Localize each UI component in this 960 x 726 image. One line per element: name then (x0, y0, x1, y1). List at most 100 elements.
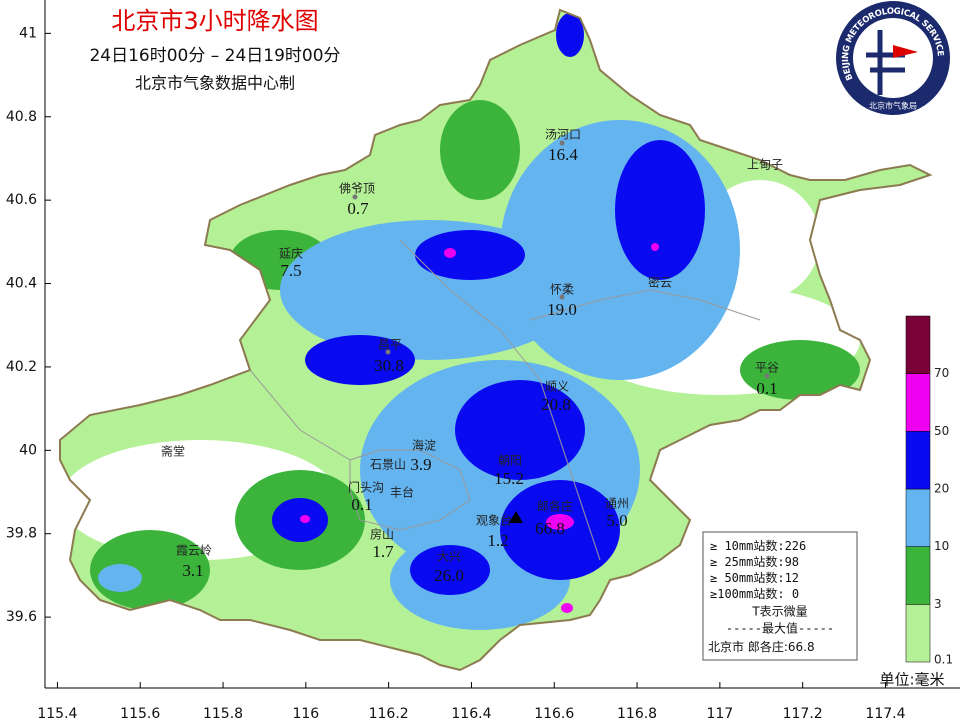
stat-max-title: -----最大值----- (726, 621, 834, 636)
station-value: 1.2 (487, 531, 508, 550)
station-name: 朝阳 (498, 454, 522, 468)
x-tick-label: 116.2 (369, 706, 409, 722)
station-name: 延庆 (279, 247, 303, 261)
color-bin (905, 315, 931, 374)
station-value: 1.7 (372, 542, 394, 561)
station-name: 佛爷顶 (339, 182, 375, 196)
y-tick-label: 41 (19, 25, 37, 41)
period: 24日16时00分 – 24日19时00分 (89, 46, 340, 66)
stat-note: T表示微量 (751, 605, 807, 619)
station-value: 7.5 (280, 261, 301, 280)
color-bin (905, 604, 931, 663)
station-name: 汤河口 (545, 128, 581, 142)
station-name: 通州 (605, 497, 629, 511)
stats-box: ≥ 10mm站数:226≥ 25mm站数:98≥ 50mm站数:12≥100mm… (702, 531, 858, 661)
stat-line: ≥ 10mm站数:226 (710, 538, 806, 553)
x-tick-label: 116.4 (451, 706, 491, 722)
x-tick-label: 116.6 (534, 706, 574, 722)
x-tick-label: 117.2 (783, 706, 823, 722)
station-name: 石景山 (370, 458, 406, 472)
stat-count: 0 (792, 587, 799, 601)
color-bin (905, 488, 931, 547)
level-label: 10 (934, 539, 949, 553)
station-value: 5.0 (606, 511, 627, 530)
color-bin (905, 373, 931, 432)
stat-label: ≥ 25mm站数: (710, 554, 785, 569)
y-tick-label: 40.6 (6, 192, 37, 208)
station-name: 密云 (648, 275, 672, 290)
station-name: 斋堂 (161, 444, 185, 459)
x-tick-label: 116.8 (617, 706, 657, 722)
station-value: 0.1 (351, 495, 372, 514)
map-title: 北京市3小时降水图 (111, 7, 318, 35)
station-name: 霞云岭 (176, 544, 212, 558)
stat-label: ≥ 10mm站数: (710, 538, 785, 553)
stat-count: 12 (785, 571, 799, 585)
x-tick-label: 115.8 (203, 706, 243, 722)
station-value: 16.4 (548, 145, 578, 164)
level-label: 50 (934, 424, 949, 438)
max-station-marker (509, 511, 523, 523)
station-value: 3.9 (410, 455, 431, 474)
station-value: 0.7 (347, 199, 369, 218)
unit-label: 单位:毫米 (879, 671, 944, 689)
station-name: 平谷 (755, 361, 779, 375)
station-name: 丰台 (390, 485, 414, 500)
stat-label: ≥100mm站数: (710, 586, 792, 601)
stat-count: 226 (785, 539, 807, 553)
station-name: 怀柔 (550, 283, 574, 297)
station-dot (559, 140, 565, 146)
station-name: 海淀 (412, 438, 436, 453)
station-value: 19.0 (547, 300, 577, 319)
stat-max: 北京市 郎各庄:66.8 (708, 639, 815, 654)
station-dot (764, 373, 770, 379)
station-name: 房山 (370, 527, 394, 542)
stat-line: ≥ 25mm站数:98 (710, 554, 799, 569)
station-name: 昌平 (378, 338, 402, 352)
stat-label: ≥ 50mm站数: (710, 570, 785, 585)
station-name: 观象台 (476, 513, 512, 528)
station-value: 66.8 (535, 519, 565, 538)
logo: BEIJING METEOROLOGICAL SERVICE 北京市气象局 (836, 1, 950, 115)
stat-count: 98 (785, 555, 799, 569)
color-bin (905, 546, 931, 605)
stat-line: ≥100mm站数: 0 (710, 586, 799, 601)
district-border (399, 239, 601, 561)
station-name: 郎各庄 (537, 499, 573, 514)
y-tick-label: 40 (19, 442, 37, 458)
station-name: 门头沟 (348, 480, 384, 495)
y-tick-label: 40.8 (6, 109, 37, 125)
stat-line: ≥ 50mm站数:12 (710, 570, 799, 585)
station-value: 20.8 (541, 395, 571, 414)
y-tick-label: 39.6 (6, 609, 37, 625)
stat-max-label: 北京市 郎各庄: (708, 639, 788, 654)
station-name: 大兴 (437, 550, 461, 564)
station-value: 15.2 (494, 469, 524, 488)
level-label: 20 (934, 482, 949, 496)
y-tick-label: 40.2 (6, 359, 37, 375)
station-name: 顺义 (545, 380, 569, 394)
level-label: 3 (934, 597, 942, 611)
stat-max-value: 66.8 (788, 640, 815, 654)
logo-subtext: 北京市气象局 (869, 101, 917, 111)
station-value: 0.1 (756, 379, 777, 398)
station-name: 上甸子 (747, 158, 783, 172)
level-label: 0.1 (934, 653, 953, 667)
station-dot (352, 194, 358, 200)
station-value: 3.1 (182, 561, 203, 580)
station-value: 30.8 (374, 356, 404, 375)
y-tick-label: 40.4 (6, 276, 37, 292)
station-dot (559, 294, 565, 300)
station-value: 26.0 (434, 566, 464, 585)
y-tick-label: 39.8 (6, 526, 37, 542)
x-tick-label: 115.4 (37, 706, 77, 722)
x-tick-label: 116 (292, 706, 319, 722)
district-border (529, 289, 761, 321)
station-dot (385, 349, 391, 355)
district-border (349, 449, 471, 531)
producer: 北京市气象数据中心制 (135, 74, 295, 93)
level-label: 70 (934, 366, 949, 380)
x-tick-label: 117.4 (865, 706, 905, 722)
x-tick-label: 115.6 (120, 706, 160, 722)
